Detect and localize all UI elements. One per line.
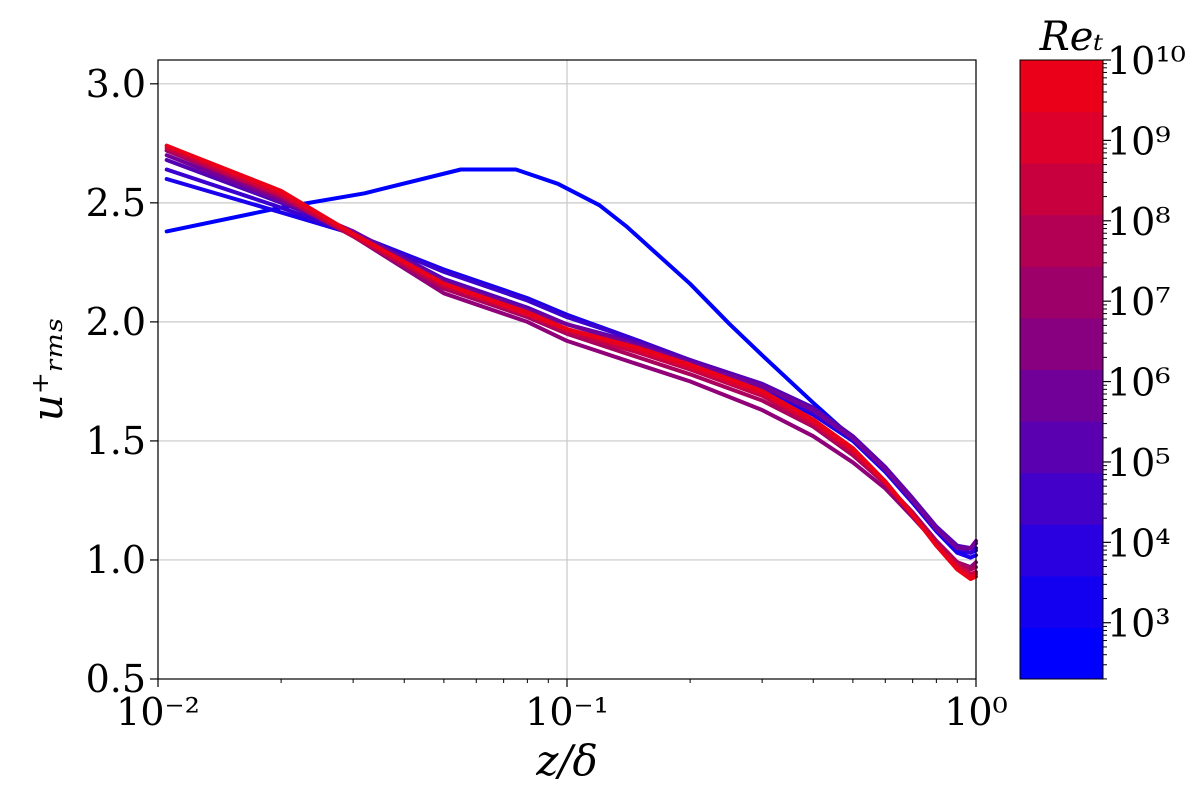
y-tick-label: 0.5 [86,657,146,701]
series-line-4 [164,158,978,551]
x-tick-label: 10⁻¹ [525,690,609,734]
y-tick-label: 3.0 [86,62,146,106]
y-tick-label: 2.5 [86,181,146,225]
series-lines [164,143,978,581]
colorbar-band [1020,472,1103,525]
series-line-2 [164,177,978,560]
colorbar-band [1020,163,1103,216]
colorbar-band [1020,266,1103,319]
colorbar-tick-label: 10⁸ [1107,200,1171,244]
grid-lines [157,60,977,679]
colorbar-band [1020,524,1103,577]
colorbar-band [1020,317,1103,370]
colorbar: 10³ 10⁴ 10⁵ 10⁶ 10⁷ 10⁸ 10⁹ 10¹⁰ [1019,39,1186,680]
series-line-10 [164,143,978,581]
colorbar-tick-label: 10⁴ [1107,521,1171,565]
series-line-3 [164,167,978,555]
colorbar-tick-label: 10⁹ [1107,119,1171,163]
x-tick-label: 10⁰ [944,690,1008,734]
colorbar-band [1020,627,1103,680]
y-tick-label: 1.0 [86,538,146,582]
colorbar-tick-label: 10⁶ [1107,361,1171,405]
x-axis-label: z/δ [535,736,598,785]
y-tick-label: 1.5 [86,419,146,463]
colorbar-tick-label: 10³ [1107,602,1171,646]
colorbar-band [1020,575,1103,628]
axis-ticks: 10⁻² 10⁻¹ 10⁰ 0.5 1.0 1.5 2.0 2.5 3.0 [86,62,1008,734]
colorbar-band [1020,369,1103,422]
colorbar-band [1020,60,1103,113]
colorbar-frame [1019,59,1104,680]
colorbar-band [1020,214,1103,267]
colorbar-tick-label: 10¹⁰ [1107,39,1186,83]
colorbar-tick-label: 10⁵ [1107,441,1171,485]
series-line-5 [164,153,978,551]
series-line-1 [164,167,978,555]
colorbar-tick-label: 10⁷ [1107,280,1171,324]
colorbar-band [1020,111,1103,164]
x-tick-label: 10⁻² [116,690,200,734]
y-tick-label: 2.0 [86,300,146,344]
y-axis-label: u⁺ᵣₘₛ [23,318,72,422]
colorbar-band [1020,421,1103,474]
colorbar-title: Reₜ [1039,14,1104,60]
